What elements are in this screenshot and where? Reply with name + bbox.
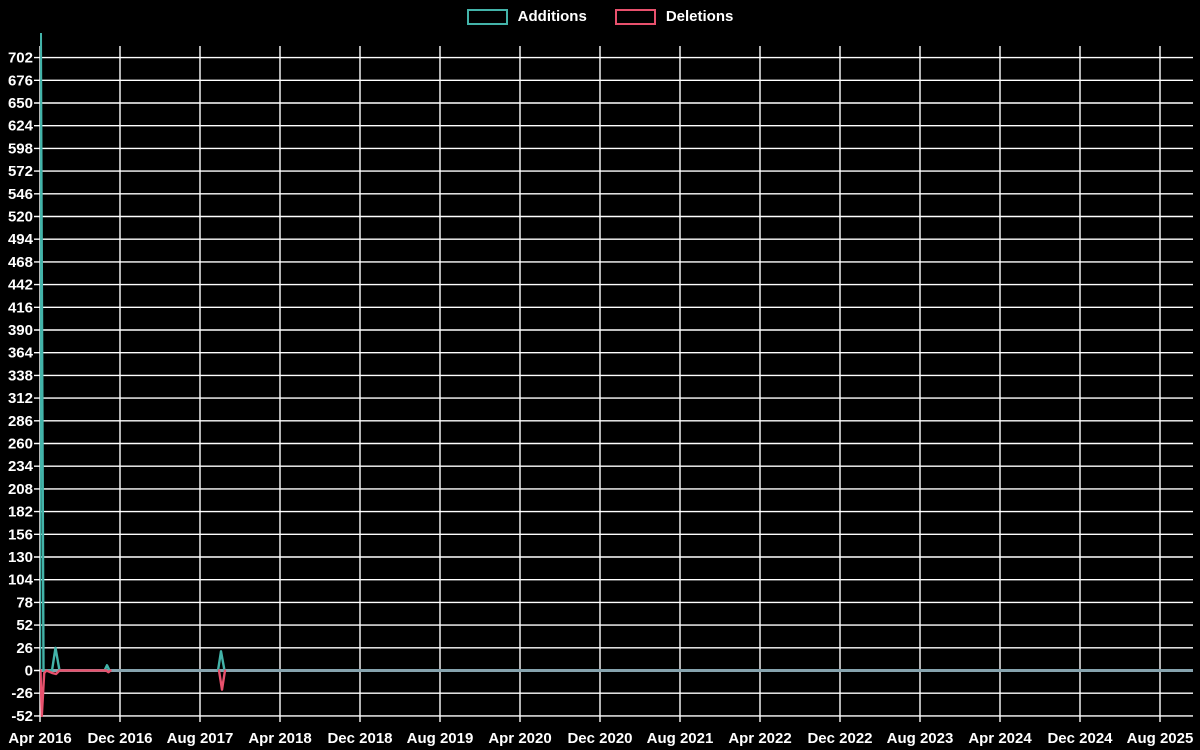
chart-legend: Additions Deletions	[0, 8, 1200, 25]
y-tick-label: 182	[8, 504, 33, 521]
deletions-swatch-icon	[614, 8, 656, 25]
series-deletions-line	[40, 669, 227, 718]
y-tick-label: 650	[8, 95, 33, 112]
x-tick-label: Aug 2017	[167, 730, 234, 747]
y-tick-label: 52	[16, 617, 33, 634]
series-segment	[40, 669, 112, 718]
h-gridlines	[34, 56, 1193, 717]
x-tick-label: Aug 2025	[1127, 730, 1194, 747]
y-tick-label: 104	[8, 572, 34, 589]
x-tick-label: Dec 2016	[87, 730, 152, 747]
x-tick-label: Apr 2016	[8, 730, 71, 747]
y-tick-label: 156	[8, 526, 33, 543]
y-tick-label: 208	[8, 481, 33, 498]
y-tick-label: 624	[8, 118, 34, 135]
y-tick-label: -26	[11, 685, 33, 702]
x-tick-label: Aug 2019	[407, 730, 474, 747]
y-tick-label: 702	[8, 50, 33, 67]
y-tick-label: 572	[8, 163, 33, 180]
series-segment	[40, 33, 111, 672]
x-tick-label: Dec 2018	[327, 730, 392, 747]
y-axis-labels: 7026766506245985725465204944684424163903…	[8, 50, 34, 725]
y-tick-label: 390	[8, 322, 33, 339]
y-tick-label: 260	[8, 436, 33, 453]
y-tick-label: 416	[8, 299, 33, 316]
v-gridlines	[39, 46, 1161, 722]
y-tick-label: 234	[8, 458, 34, 475]
x-tick-label: Apr 2018	[248, 730, 311, 747]
x-tick-label: Dec 2020	[567, 730, 632, 747]
y-tick-label: 494	[8, 231, 34, 248]
x-tick-label: Apr 2022	[728, 730, 791, 747]
y-tick-label: 364	[8, 345, 34, 362]
x-tick-label: Apr 2024	[968, 730, 1032, 747]
y-tick-label: 286	[8, 413, 33, 430]
y-tick-label: 130	[8, 549, 33, 566]
y-tick-label: 0	[25, 663, 33, 680]
legend-label-additions: Additions	[517, 8, 587, 25]
y-tick-label: 78	[16, 594, 33, 611]
series-segment	[217, 669, 227, 691]
y-tick-label: 442	[8, 277, 33, 294]
y-tick-label: -52	[11, 708, 33, 725]
legend-label-deletions: Deletions	[665, 8, 734, 25]
y-tick-label: 520	[8, 209, 33, 226]
y-tick-label: 312	[8, 390, 33, 407]
x-axis-labels: Apr 2016 Dec 2016 Aug 2017 Apr 2018 Dec 2018…	[8, 730, 1193, 747]
legend-item-additions[interactable]: Additions	[466, 8, 587, 25]
x-tick-label: Apr 2020	[488, 730, 551, 747]
y-tick-label: 338	[8, 367, 33, 384]
y-tick-label: 26	[16, 640, 33, 657]
x-tick-label: Aug 2021	[647, 730, 714, 747]
x-tick-label: Aug 2023	[887, 730, 954, 747]
y-tick-label: 546	[8, 186, 33, 203]
x-tick-label: Dec 2022	[807, 730, 872, 747]
additions-swatch-icon	[466, 8, 508, 25]
y-tick-label: 468	[8, 254, 33, 271]
y-tick-label: 676	[8, 72, 33, 89]
y-tick-label: 598	[8, 140, 33, 157]
series-additions-line	[40, 33, 226, 672]
x-tick-label: Dec 2024	[1047, 730, 1113, 747]
series-segment	[216, 650, 226, 672]
legend-item-deletions[interactable]: Deletions	[614, 8, 734, 25]
